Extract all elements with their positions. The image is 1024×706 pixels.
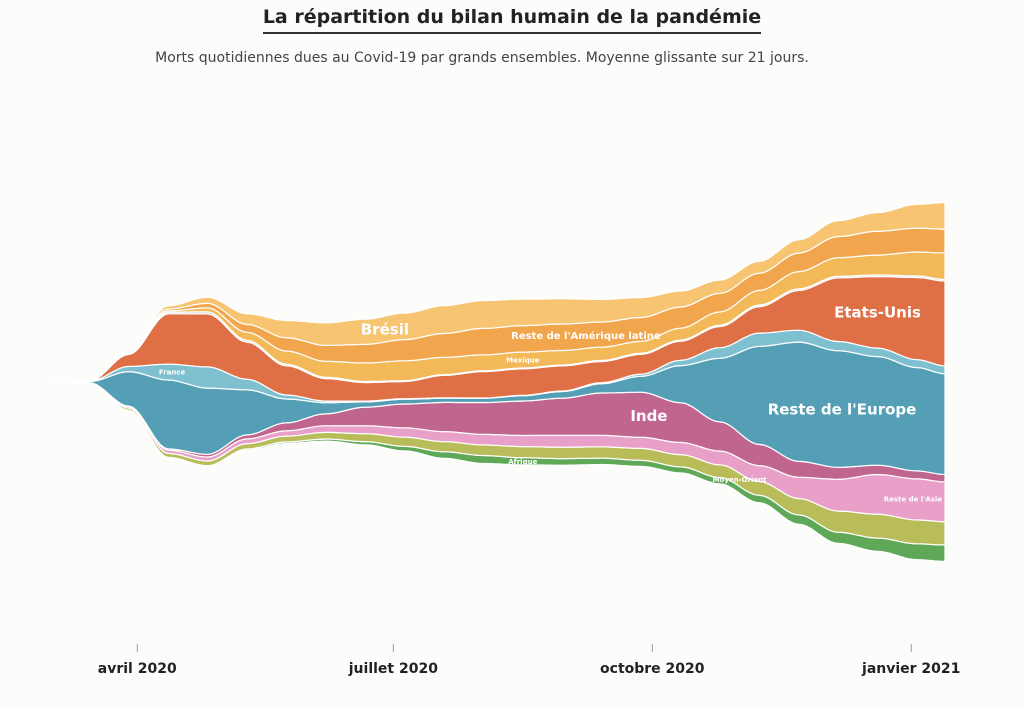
stream-layers [49,202,946,562]
chart-subtitle: Morts quotidiennes dues au Covid-19 par … [155,50,809,66]
stream-label-reste-de-l-am-rique-latine: Reste de l'Amérique latine [511,330,661,342]
stream-label-br-sil: Brésil [361,320,409,338]
chart-title: La répartition du bilan humain de la pan… [0,6,1024,34]
x-axis: avril 2020 juillet 2020 octobre 2020 janvie… [98,644,960,677]
x-tick-label: janvier 2021 [861,661,960,677]
stream-label-reste-de-l-europe: Reste de l'Europe [768,400,917,418]
stream-label-etats-unis: Etats-Unis [834,304,921,322]
stream-br-sil [49,202,946,383]
stream-label-france: France [159,369,186,377]
x-tick-label: octobre 2020 [600,661,705,677]
stream-label-moyen-orient: Moyen-Orient [713,476,768,484]
x-tick-label: juillet 2020 [348,661,438,677]
chart-title-text: La répartition du bilan humain de la pan… [262,6,762,34]
stream-labels: Brésil Reste de l'Amérique latine Mexique F… [159,304,942,504]
stream-label-mexique: Mexique [506,357,540,365]
stream-label-reste-de-l-asie: Reste de l'Asie [884,496,943,504]
x-tick-label: avril 2020 [98,661,177,677]
stream-label-inde: Inde [630,407,667,425]
stream-label-afrique: Afrique [508,458,537,466]
